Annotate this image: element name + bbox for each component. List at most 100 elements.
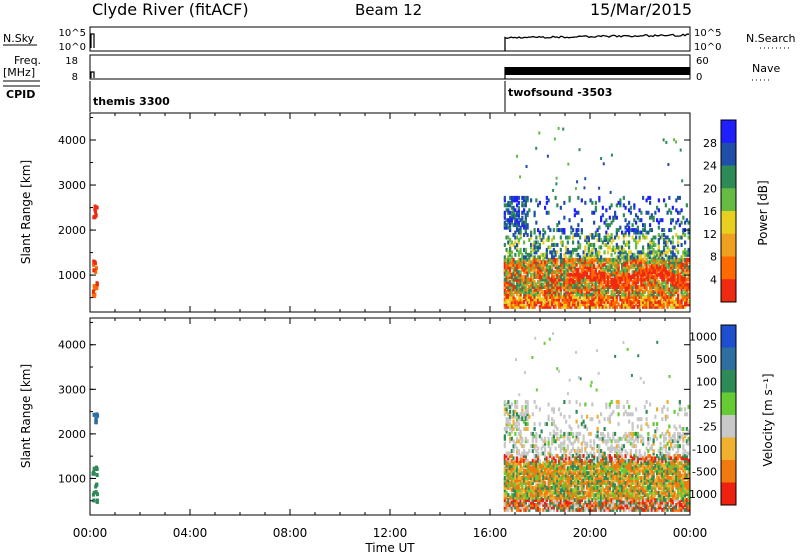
cell-0 xyxy=(628,221,630,225)
cell-0 xyxy=(584,201,586,205)
cell-1 xyxy=(642,437,644,441)
cell-1 xyxy=(630,449,632,453)
cell-0 xyxy=(682,216,684,220)
cell-1 xyxy=(532,412,534,416)
colorbar-cell-0-6 xyxy=(721,257,736,280)
cell-1 xyxy=(534,422,536,426)
cell-1 xyxy=(569,437,571,441)
cell-1 xyxy=(556,432,558,436)
cell-1 xyxy=(516,405,518,409)
cell-0 xyxy=(577,196,579,200)
cell-sparse-0-25 xyxy=(598,187,600,190)
cell-0 xyxy=(527,196,529,200)
cell-0 xyxy=(614,211,616,215)
cell-1 xyxy=(560,429,562,433)
cell-sparse-0-8 xyxy=(663,138,665,141)
cell-0 xyxy=(523,208,525,212)
cell-0 xyxy=(663,228,665,232)
cell-1 xyxy=(544,447,546,451)
cell-1 xyxy=(618,422,620,426)
cell-0 xyxy=(520,248,522,252)
cell-0 xyxy=(563,216,565,220)
cell-1 xyxy=(632,412,634,416)
cell-0 xyxy=(539,201,541,205)
cell-0 xyxy=(672,206,674,210)
cell-0 xyxy=(649,223,651,227)
cell-0 xyxy=(521,216,523,220)
cell-early-0-25 xyxy=(94,261,97,265)
cell-1 xyxy=(581,415,583,419)
cell-1 xyxy=(537,447,539,451)
cell-1 xyxy=(583,420,585,424)
cell-sparse-0-10 xyxy=(673,138,675,141)
cell-1 xyxy=(593,439,595,443)
cell-1 xyxy=(544,437,546,441)
cell-0 xyxy=(688,283,690,287)
cell-early-1-27 xyxy=(96,412,99,416)
power-colorbar-label: Power [dB] xyxy=(756,180,770,245)
cell-1 xyxy=(661,417,663,421)
cell-0 xyxy=(607,250,609,254)
cell-0 xyxy=(681,221,683,225)
cell-0 xyxy=(581,218,583,222)
cell-1 xyxy=(569,400,571,404)
cell-0 xyxy=(625,218,627,222)
cell-0 xyxy=(527,223,529,227)
nsky-trace-start xyxy=(91,34,94,48)
cell-0 xyxy=(686,203,688,207)
cell-0 xyxy=(672,236,674,240)
cell-1 xyxy=(523,444,525,448)
cell-0 xyxy=(558,221,560,225)
cell-0 xyxy=(609,216,611,220)
cell-1 xyxy=(635,444,637,448)
cell-sparse-0-15 xyxy=(552,189,554,192)
cell-sparse-0-12 xyxy=(556,177,558,180)
cell-1 xyxy=(604,417,606,421)
cell-0 xyxy=(688,258,690,262)
cell-0 xyxy=(630,211,632,215)
cell-1 xyxy=(527,427,529,431)
cell-sparse-0-2 xyxy=(558,127,560,130)
cell-1 xyxy=(569,415,571,419)
cell-1 xyxy=(640,417,642,421)
cell-0 xyxy=(672,218,674,222)
colorbar-tick-0-2: 12 xyxy=(703,228,717,241)
cell-0 xyxy=(642,196,644,200)
cell-early-1-26 xyxy=(94,417,97,421)
cell-sparse-0-13 xyxy=(575,187,577,190)
nsky-label: N.Sky xyxy=(3,32,35,45)
cell-0 xyxy=(548,211,550,215)
cell-sparse-0-9 xyxy=(600,157,602,160)
cell-1 xyxy=(618,412,620,416)
cell-0 xyxy=(584,245,586,249)
cell-1 xyxy=(516,456,518,460)
cell-0 xyxy=(654,236,656,240)
cell-0 xyxy=(670,228,672,232)
cell-sparse-0-23 xyxy=(665,141,667,144)
cell-0 xyxy=(640,218,642,222)
cell-1 xyxy=(539,459,541,463)
cell-0 xyxy=(525,248,527,252)
cell-1 xyxy=(544,481,546,485)
cell-0 xyxy=(602,213,604,217)
cell-0 xyxy=(679,196,681,200)
cell-sparse-0-17 xyxy=(583,186,585,189)
cell-0 xyxy=(611,233,613,237)
cell-1 xyxy=(640,425,642,429)
cell-1 xyxy=(653,422,655,426)
cell-1 xyxy=(600,412,602,416)
cell-1 xyxy=(576,420,578,424)
cell-1 xyxy=(520,429,522,433)
cell-1 xyxy=(621,454,623,458)
ytick-label-0-3: 4000 xyxy=(58,134,86,147)
cell-1 xyxy=(527,400,529,404)
cell-1 xyxy=(656,437,658,441)
cell-sparse-0-11 xyxy=(526,165,528,168)
cell-0 xyxy=(649,196,651,200)
cell-0 xyxy=(628,240,630,244)
cell-1 xyxy=(509,410,511,414)
cell-1 xyxy=(539,422,541,426)
cell-0 xyxy=(635,236,637,240)
colorbar-cell-0-1 xyxy=(721,143,736,166)
cell-0 xyxy=(654,211,656,215)
